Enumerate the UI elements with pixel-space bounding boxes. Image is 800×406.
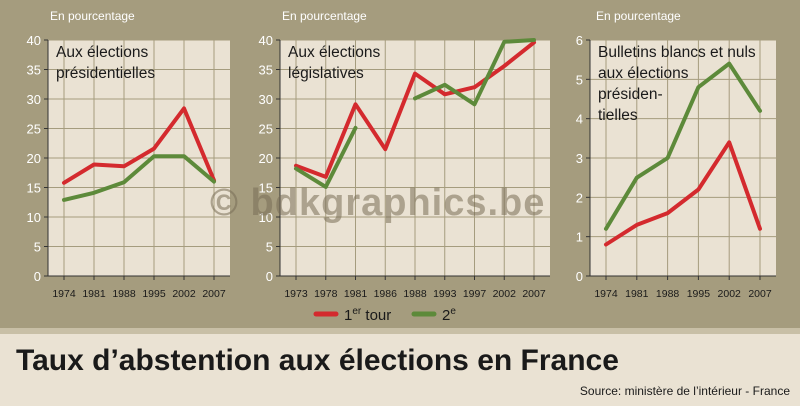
series-line-second-round — [604, 61, 762, 231]
x-tick-label: 1993 — [433, 288, 457, 300]
x-tick-label: 1978 — [314, 288, 338, 300]
x-tick-label: 1974 — [52, 288, 76, 300]
y-tick-label: 35 — [27, 63, 41, 78]
panel-title-line: législatives — [288, 65, 364, 82]
y-tick-label: 6 — [576, 33, 583, 48]
panel-title-line: tielles — [598, 107, 638, 124]
series-line-first-round — [62, 106, 216, 185]
x-tick-label: 1986 — [374, 288, 398, 300]
x-tick-label: 2007 — [748, 288, 772, 300]
y-tick-label: 30 — [27, 92, 41, 107]
y-tick-label: 20 — [259, 151, 273, 166]
legend-label-first-round: 1er tour — [344, 306, 391, 324]
x-tick-label: 1988 — [656, 288, 680, 300]
x-tick-label: 2002 — [718, 288, 742, 300]
y-tick-label: 40 — [259, 33, 273, 48]
y-tick-label: 4 — [576, 112, 583, 127]
x-tick-label: 2007 — [202, 288, 226, 300]
panel-title-line: présiden- — [598, 86, 663, 103]
x-tick-label: 1981 — [82, 288, 106, 300]
series-line-first-round — [604, 140, 762, 247]
x-tick-label: 1974 — [594, 288, 618, 300]
x-tick-label: 1973 — [284, 288, 308, 300]
series-line-second-round — [62, 154, 216, 202]
y-tick-label: 15 — [259, 181, 273, 196]
y-tick-label: 5 — [34, 240, 41, 255]
y-tick-label: 25 — [27, 122, 41, 137]
unit-label: En pourcentage — [50, 9, 135, 23]
x-tick-label: 1995 — [142, 288, 166, 300]
x-tick-label: 1981 — [344, 288, 368, 300]
y-tick-label: 30 — [259, 92, 273, 107]
panel-title-line: Aux élections — [288, 44, 380, 61]
x-tick-label: 1988 — [403, 288, 427, 300]
y-tick-label: 25 — [259, 122, 273, 137]
y-tick-label: 0 — [576, 269, 583, 284]
series-line-first-round — [294, 40, 536, 179]
x-tick-label: 1981 — [625, 288, 649, 300]
source-note: Source: ministère de l’intérieur - Franc… — [579, 384, 790, 398]
y-tick-label: 35 — [259, 63, 273, 78]
unit-label: En pourcentage — [282, 9, 367, 23]
x-tick-label: 2007 — [522, 288, 546, 300]
panel-title-line: Bulletins blancs et nuls — [598, 44, 756, 61]
unit-label: En pourcentage — [596, 9, 681, 23]
y-tick-label: 20 — [27, 151, 41, 166]
y-tick-label: 10 — [259, 210, 273, 225]
x-tick-label: 1997 — [463, 288, 487, 300]
panel-title-line: présidentielles — [56, 65, 155, 82]
separator — [0, 328, 800, 334]
legend-label-second-round: 2e — [442, 306, 456, 324]
x-tick-label: 1988 — [112, 288, 136, 300]
y-tick-label: 0 — [266, 269, 273, 284]
panel-title-line: aux élections — [598, 65, 689, 82]
series-line-second-round — [294, 125, 358, 189]
y-tick-label: 3 — [576, 151, 583, 166]
page-title: Taux d’abstention aux élections en Franc… — [16, 344, 619, 377]
y-tick-label: 5 — [266, 240, 273, 255]
y-tick-label: 40 — [27, 33, 41, 48]
y-tick-label: 5 — [576, 72, 583, 87]
y-tick-label: 15 — [27, 181, 41, 196]
y-tick-label: 10 — [27, 210, 41, 225]
y-tick-label: 1 — [576, 230, 583, 245]
y-tick-label: 2 — [576, 190, 583, 205]
panel-title-line: Aux élections — [56, 44, 148, 61]
x-tick-label: 2002 — [172, 288, 196, 300]
x-tick-label: 1995 — [687, 288, 711, 300]
x-tick-label: 2002 — [493, 288, 517, 300]
series-line-second-round — [413, 38, 536, 107]
watermark: © bdkgraphics.be — [210, 182, 546, 224]
y-tick-label: 0 — [34, 269, 41, 284]
